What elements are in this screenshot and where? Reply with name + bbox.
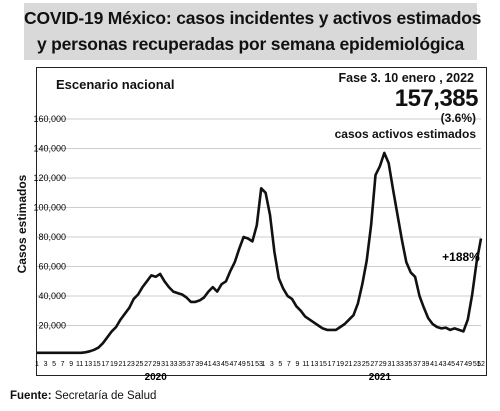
- x-tick-label: 3: [270, 361, 274, 368]
- x-tick-label: 23: [127, 361, 135, 368]
- x-tick-label: 35: [405, 361, 413, 368]
- x-tick-label: 15: [93, 361, 101, 368]
- x-tick-label: 41: [204, 361, 212, 368]
- active-cases-line: [37, 153, 481, 353]
- source-note: Fuente: Secretaría de Salud: [10, 390, 156, 402]
- x-tick-label: 37: [413, 361, 421, 368]
- x-tick-label: 47: [456, 361, 464, 368]
- x-tick-label: 23: [353, 361, 361, 368]
- x-tick-label: 31: [387, 361, 395, 368]
- x-tick-label: 45: [447, 361, 455, 368]
- scenario-label: Escenario nacional: [56, 77, 175, 92]
- x-tick-label: 43: [439, 361, 447, 368]
- y-axis-label: Casos estimados: [15, 175, 29, 274]
- x-tick-label: 39: [195, 361, 203, 368]
- x-tick-label: 35: [178, 361, 186, 368]
- y-tick-label: 40,000: [38, 291, 66, 301]
- x-tick-label: 11: [302, 361, 309, 368]
- y-tick-label: 140,000: [33, 144, 66, 154]
- active-cases-caption: casos activos estimados: [335, 127, 476, 141]
- y-tick-label: 20,000: [38, 321, 66, 331]
- year-label: 2020: [145, 372, 168, 383]
- x-tick-label: 5: [52, 361, 56, 368]
- x-tick-label: 17: [328, 361, 336, 368]
- phase-date: Fase 3. 10 enero , 2022: [338, 71, 474, 85]
- x-tick-label: 52: [477, 361, 485, 368]
- x-tick-label: 27: [370, 361, 378, 368]
- x-tick-label: 43: [212, 361, 220, 368]
- y-tick-label: 80,000: [38, 232, 66, 242]
- source-prefix: Fuente:: [10, 390, 52, 402]
- y-tick-label: 100,000: [33, 203, 66, 213]
- x-tick-label: 37: [187, 361, 195, 368]
- x-tick-label: 51: [247, 361, 255, 368]
- x-tick-label: 19: [110, 361, 118, 368]
- x-tick-label: 33: [170, 361, 178, 368]
- y-tick-label: 160,000: [33, 114, 66, 124]
- x-tick-label: 7: [61, 361, 65, 368]
- x-tick-label: 11: [76, 361, 83, 368]
- x-tick-label: 19: [336, 361, 344, 368]
- x-tick-label: 31: [161, 361, 169, 368]
- y-tick-label: 60,000: [38, 262, 66, 272]
- year-label: 2021: [369, 372, 392, 383]
- x-tick-label: 5: [278, 361, 282, 368]
- x-tick-label: 1: [261, 361, 265, 368]
- x-tick-label: 27: [144, 361, 152, 368]
- x-tick-label: 41: [430, 361, 438, 368]
- x-tick-label: 13: [84, 361, 92, 368]
- active-cases-percent: (3.6%): [441, 111, 476, 125]
- x-tick-label: 47: [229, 361, 237, 368]
- y-tick-label: 120,000: [33, 173, 66, 183]
- growth-annotation: +188%: [442, 250, 480, 264]
- source-text: Secretaría de Salud: [55, 390, 157, 402]
- x-tick-label: 29: [379, 361, 387, 368]
- x-tick-label: 1: [35, 361, 39, 368]
- x-tick-label: 9: [295, 361, 299, 368]
- x-tick-label: 15: [319, 361, 327, 368]
- x-tick-label: 21: [118, 361, 126, 368]
- x-tick-label: 49: [464, 361, 472, 368]
- x-tick-label: 25: [362, 361, 370, 368]
- x-tick-label: 45: [221, 361, 229, 368]
- x-tick-label: 3: [44, 361, 48, 368]
- x-tick-label: 21: [345, 361, 353, 368]
- x-tick-label: 9: [69, 361, 73, 368]
- x-tick-label: 29: [153, 361, 161, 368]
- x-tick-label: 13: [311, 361, 319, 368]
- x-tick-label: 25: [136, 361, 144, 368]
- x-tick-label: 17: [101, 361, 109, 368]
- x-tick-label: 49: [238, 361, 246, 368]
- x-tick-label: 39: [422, 361, 430, 368]
- active-cases-number: 157,385: [395, 85, 478, 113]
- x-tick-label: 33: [396, 361, 404, 368]
- x-tick-label: 7: [287, 361, 291, 368]
